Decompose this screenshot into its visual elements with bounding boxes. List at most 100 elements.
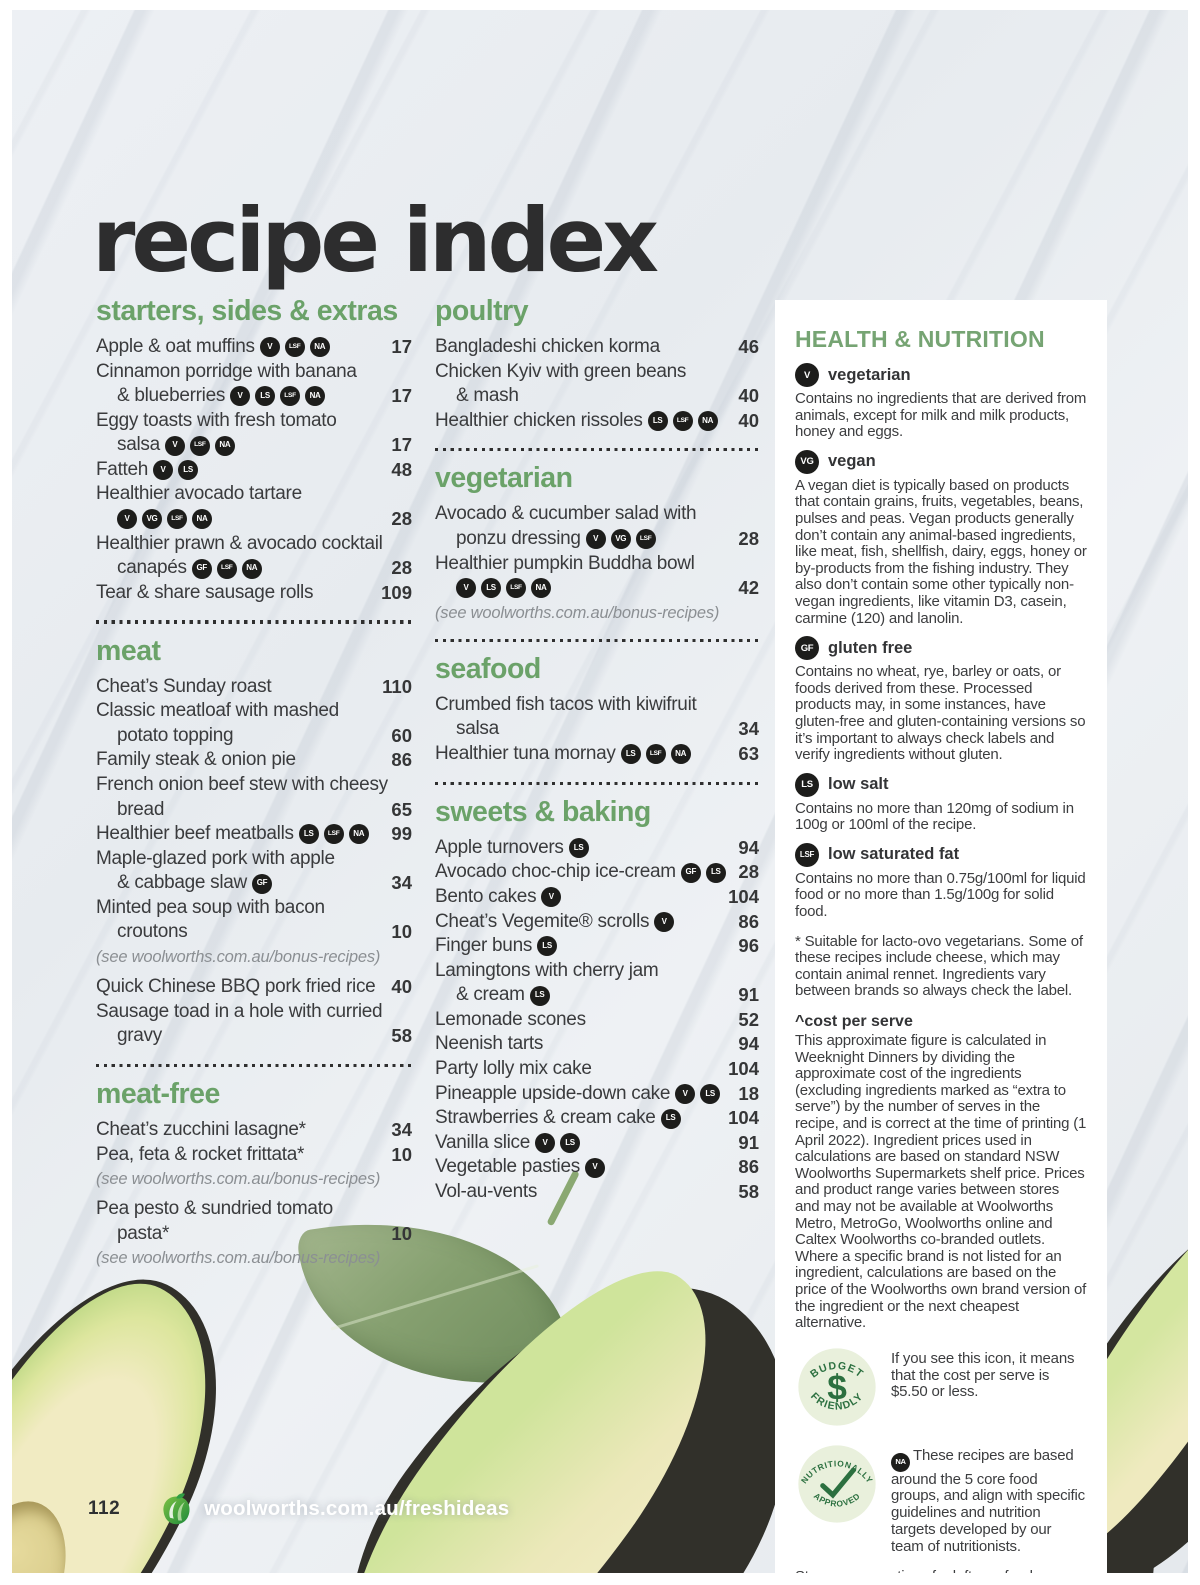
- diet-icon-v: V: [585, 529, 606, 550]
- marble-background: recipe index starters, sides & extras App…: [12, 10, 1188, 1573]
- recipe-entry: Sausage toad in a hole with curried gravy…: [96, 1000, 412, 1049]
- recipe-title: Lamingtons with cherry jam: [435, 959, 659, 981]
- recipe-line: Healthier beef meatballs LS LSF NA 99: [96, 822, 412, 847]
- recipe-entry: Strawberries & cream cake LS 104: [435, 1106, 759, 1131]
- recipe-title: Chicken Kyiv with green beans: [435, 360, 687, 382]
- recipe-line: French onion beef stew with cheesy: [96, 773, 412, 798]
- recipe-title: pasta*: [117, 1222, 170, 1244]
- page-ref: 99: [391, 823, 412, 845]
- diet-icon-lsf: LSF: [672, 410, 693, 431]
- recipe-title: potato topping: [117, 724, 234, 746]
- recipe-line: & cabbage slaw GF 34: [96, 871, 412, 896]
- recipe-line: Crumbed fish tacos with kiwifruit: [435, 693, 759, 718]
- diet-icon-v: V: [535, 1133, 556, 1154]
- page-ref: 40: [738, 409, 759, 431]
- recipe-line: Vol-au-vents 58: [435, 1180, 759, 1205]
- page-ref: 58: [738, 1181, 759, 1203]
- recipe-entry: Healthier tuna mornay LS LSF NA 63: [435, 742, 759, 767]
- recipe-title: croutons: [117, 921, 188, 943]
- recipe-line: Pea pesto & sundried tomato: [96, 1197, 412, 1222]
- budget-friendly-text: If you see this icon, it means that the …: [891, 1349, 1075, 1401]
- recipe-line: Vegetable pasties V 86: [435, 1155, 759, 1180]
- recipe-line: Lamingtons with cherry jam: [435, 959, 759, 984]
- diet-icon-na: NA: [214, 435, 235, 456]
- recipe-line: & mash 40: [435, 384, 759, 409]
- recipe-line: Healthier prawn & avocado cocktail: [96, 532, 412, 557]
- dotted-divider: [96, 1063, 412, 1068]
- recipe-entry: Classic meatloaf with mashed potato toppi…: [96, 699, 412, 748]
- diet-term: vegetarian: [828, 365, 911, 384]
- diet-icon-lsf: LSF: [189, 435, 210, 456]
- recipe-title: Family steak & onion pie: [96, 749, 296, 771]
- recipe-line: Maple-glazed pork with apple: [96, 847, 412, 872]
- recipe-line: salsa 34: [435, 717, 759, 742]
- diet-icon-ls: LS: [620, 744, 641, 765]
- page-ref: 40: [391, 976, 412, 998]
- recipe-entry: Healthier pumpkin Buddha bowl V LS LSF NA 42 (…: [435, 552, 759, 624]
- recipe-line: Cinnamon porridge with banana: [96, 360, 412, 385]
- recipe-entry: Lemonade scones 52: [435, 1008, 759, 1033]
- recipe-title: Healthier prawn & avocado cocktail: [96, 532, 383, 554]
- recipe-title: & mash: [456, 385, 519, 407]
- page-ref: 10: [391, 921, 412, 943]
- page-ref: 60: [391, 724, 412, 746]
- nutritionally-approved-text: NA These recipes are based around the 5 c…: [891, 1446, 1085, 1555]
- recipe-entry: Neenish tarts 94: [435, 1032, 759, 1057]
- recipe-entry: Apple & oat muffins V LSF NA 17: [96, 335, 412, 360]
- diet-definition: VG vegan A vegan diet is typically based o…: [795, 449, 1087, 627]
- recipe-title: Vanilla slice: [435, 1131, 531, 1153]
- recipe-line: Healthier chicken rissoles LS LSF NA 40: [435, 409, 759, 434]
- diet-icon-gf: GF: [191, 558, 212, 579]
- recipe-title: Eggy toasts with fresh tomato: [96, 409, 337, 431]
- page-ref: 42: [738, 577, 759, 599]
- recipe-title: Party lolly mix cake: [435, 1058, 592, 1080]
- page-ref: 46: [738, 335, 759, 357]
- recipe-title: Neenish tarts: [435, 1033, 544, 1055]
- recipe-entry: Party lolly mix cake 104: [435, 1057, 759, 1082]
- check-glyph: [820, 1467, 856, 1499]
- diet-definition: GF gluten free Contains no wheat, rye, bar…: [795, 636, 1087, 764]
- diet-description: Contains no ingredients that are derived…: [795, 390, 1087, 441]
- diet-icon-ls: LS: [700, 1083, 721, 1104]
- recipe-line: Party lolly mix cake 104: [435, 1057, 759, 1082]
- diet-term: gluten free: [828, 638, 913, 657]
- bonus-recipes-note: (see woolworths.com.au/bonus-recipes): [96, 948, 381, 967]
- page-ref: 94: [738, 1033, 759, 1055]
- recipe-title: Quick Chinese BBQ pork fried rice: [96, 976, 376, 998]
- recipe-title: Vegetable pasties: [435, 1156, 580, 1178]
- dotted-divider: [435, 781, 759, 785]
- section-heading: seafood: [435, 652, 541, 685]
- diet-term: vegan: [828, 452, 876, 471]
- recipe-title: Avocado choc-chip ice-cream: [435, 861, 676, 883]
- diet-icon-gf: GF: [251, 873, 272, 894]
- recipe-line: Apple & oat muffins V LSF NA 17: [96, 335, 412, 360]
- recipe-line: croutons 10: [96, 920, 412, 945]
- recipe-entry: Crumbed fish tacos with kiwifruit salsa 34: [435, 693, 759, 742]
- page-ref: 63: [738, 743, 759, 765]
- diet-icon-v: V: [541, 887, 562, 908]
- recipe-line: Avocado & cucumber salad with: [435, 502, 759, 527]
- diet-icon-na: NA: [348, 824, 369, 845]
- recipe-title: Strawberries & cream cake: [435, 1107, 656, 1129]
- diet-definition: LSF low saturated fat Contains no more tha…: [795, 842, 1087, 921]
- recipe-entry: Bento cakes V 104: [435, 885, 759, 910]
- dotted-divider: [96, 620, 412, 624]
- diet-icon-ls: LS: [298, 824, 319, 845]
- diet-definition-head: VG vegan: [795, 449, 1087, 474]
- diet-icon-v: V: [164, 435, 185, 456]
- section-heading: sweets & baking: [435, 795, 651, 828]
- diet-term: low saturated fat: [828, 845, 960, 864]
- recipe-entry: Pea, feta & rocket frittata* 10 (see woolw…: [96, 1143, 412, 1191]
- recipe-line: Minted pea soup with bacon: [96, 896, 412, 921]
- diet-icon-gf: GF: [680, 862, 701, 883]
- recipe-title: gravy: [117, 1025, 162, 1047]
- diet-term: low salt: [828, 775, 889, 794]
- diet-icon-na: NA: [697, 410, 718, 431]
- page-ref: 40: [738, 385, 759, 407]
- nutritionally-approved-row: NUTRITIONALLY APPROVED NA These recipes a…: [795, 1442, 1087, 1556]
- page-ref: 52: [738, 1008, 759, 1030]
- recipe-entry: Cinnamon porridge with banana & blueberri…: [96, 360, 412, 409]
- recipe-title: Pineapple upside-down cake: [435, 1082, 671, 1104]
- diet-icon-ls: LS: [529, 985, 550, 1006]
- recipe-line: Quick Chinese BBQ pork fried rice 40: [96, 975, 412, 1000]
